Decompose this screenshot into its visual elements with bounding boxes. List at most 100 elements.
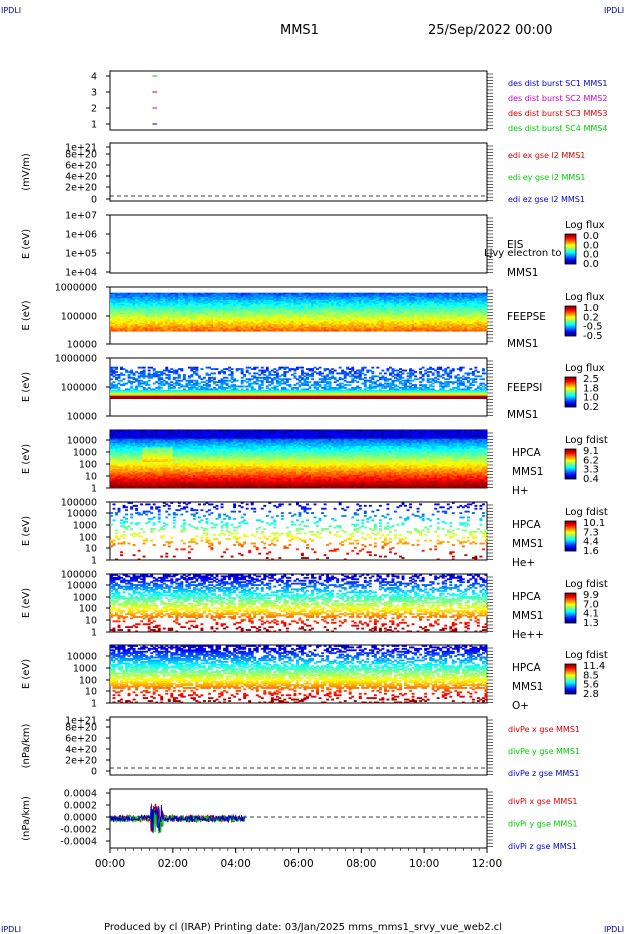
heat-cell — [123, 368, 126, 370]
heat-cell — [180, 380, 183, 382]
heat-cell — [477, 330, 480, 332]
heat-cell — [140, 397, 143, 399]
heat-cell — [228, 370, 231, 372]
heat-cell — [424, 330, 427, 332]
heat-cell — [236, 380, 239, 382]
heat-cell — [243, 380, 246, 382]
heat-cell — [125, 371, 128, 373]
colorbar-title: Log flux — [565, 220, 605, 231]
heat-cell — [231, 386, 234, 388]
heat-cell — [138, 397, 141, 399]
heat-cell — [208, 397, 211, 399]
heat-cell — [226, 397, 229, 399]
heat-cell — [256, 330, 259, 332]
heat-cell — [221, 330, 224, 332]
heat-cell — [223, 373, 226, 375]
heat-cell — [130, 383, 133, 385]
heat-cell — [178, 330, 181, 332]
heat-cell — [135, 330, 138, 332]
heat-cell — [193, 387, 196, 389]
heat-cell — [163, 384, 166, 386]
heat-cell — [145, 375, 148, 377]
heat-cell — [113, 387, 116, 389]
heat-cell — [163, 373, 166, 375]
heat-cell — [228, 380, 231, 382]
instrument-label: FEEPSE — [507, 311, 546, 323]
heat-cell — [384, 330, 387, 332]
heat-cell — [173, 378, 176, 380]
heat-cell — [138, 330, 141, 332]
heat-cell — [203, 377, 206, 379]
legend-entry: des dist burst SC1 MMS1 — [508, 79, 607, 88]
heat-cell — [113, 330, 116, 332]
heat-cell — [158, 371, 161, 373]
legend-entry: edi ez gse l2 MMS1 — [508, 195, 585, 204]
heat-cell — [130, 373, 133, 375]
heat-cell — [110, 387, 113, 389]
heat-cell — [402, 330, 405, 332]
heat-cell — [165, 383, 168, 385]
heat-cell — [258, 330, 261, 332]
heat-cell — [293, 330, 296, 332]
heat-cell — [110, 397, 113, 399]
heat-cell — [120, 380, 123, 382]
heat-cell — [356, 330, 359, 332]
heat-cell — [271, 330, 274, 332]
legend-entry: edi ey gse l2 MMS1 — [508, 173, 586, 182]
y-axis-label: E (eV) — [21, 372, 32, 402]
heat-cell — [173, 397, 176, 399]
heat-cell — [427, 330, 430, 332]
heat-cell — [374, 330, 377, 332]
heat-cell — [135, 380, 138, 382]
heat-cell — [130, 377, 133, 379]
heat-cell — [223, 330, 226, 332]
heat-cell — [407, 330, 410, 332]
heat-cell — [304, 330, 307, 332]
heat-cell — [178, 387, 181, 389]
heat-cell — [206, 330, 209, 332]
heat-cell — [195, 374, 198, 376]
heat-cell — [148, 397, 151, 399]
heat-cell — [296, 330, 299, 332]
heat-cell — [173, 383, 176, 385]
heat-cell — [170, 387, 173, 389]
heat-cell — [155, 330, 158, 332]
heat-cell — [206, 397, 209, 399]
heat-cell — [113, 397, 116, 399]
heat-cell — [193, 330, 196, 332]
heat-cell — [110, 330, 113, 332]
legend-entry: des dist burst SC2 MMS2 — [508, 94, 607, 103]
heat-cell — [123, 330, 126, 332]
heat-cell — [180, 386, 183, 388]
colorbar-tick-label: 0.0 — [583, 259, 599, 270]
heat-cell — [329, 330, 332, 332]
heat-cell — [198, 330, 201, 332]
heat-cell — [444, 330, 447, 332]
heat-cell — [432, 330, 435, 332]
heat-cell — [138, 367, 141, 369]
heat-cell — [145, 384, 148, 386]
heat-cell — [180, 330, 183, 332]
heat-cell — [216, 381, 219, 383]
heat-cell — [173, 387, 176, 389]
heat-cell — [160, 374, 163, 376]
heat-cell — [113, 375, 116, 377]
heat-cell — [281, 330, 284, 332]
heat-cell — [389, 330, 392, 332]
heat-cell — [208, 330, 211, 332]
heat-cell — [206, 374, 209, 376]
y-axis-label: E (eV) — [21, 229, 32, 259]
heat-cell — [140, 367, 143, 369]
overlay-text: Ljvy electron to — [484, 248, 561, 259]
heat-cell — [369, 330, 372, 332]
heat-cell — [195, 370, 198, 372]
heat-cell — [223, 377, 226, 379]
heat-cell — [120, 397, 123, 399]
heat-cell — [135, 371, 138, 373]
heat-cell — [190, 370, 193, 372]
heat-cell — [113, 367, 116, 369]
heat-cell — [170, 381, 173, 383]
heat-cell — [231, 397, 234, 399]
